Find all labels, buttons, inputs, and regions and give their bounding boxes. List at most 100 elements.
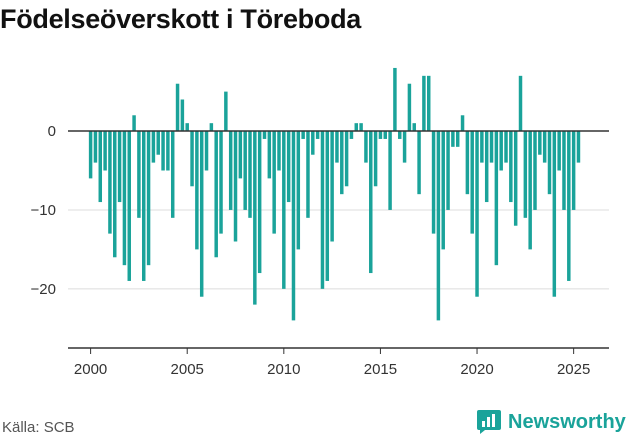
- bar: [393, 67, 397, 132]
- y-tick-label: −20: [31, 281, 56, 298]
- bar: [146, 131, 151, 266]
- y-axis-ticks: 0 −10 −20: [31, 123, 56, 298]
- bar: [489, 131, 494, 163]
- bar: [219, 131, 223, 234]
- bar: [103, 131, 107, 171]
- bar: [557, 131, 561, 171]
- bar: [484, 131, 489, 203]
- bar: [552, 131, 557, 297]
- x-axis: 2000 2005 2010 2015 2020 2025: [68, 347, 609, 378]
- bar: [538, 131, 542, 155]
- newsworthy-icon: [477, 410, 501, 434]
- bar: [306, 131, 310, 218]
- bar: [455, 131, 460, 147]
- page-title: Födelseöverskott i Töreboda: [0, 4, 361, 34]
- bar: [253, 131, 257, 305]
- bar: [175, 83, 180, 132]
- x-tick-label: 2015: [364, 361, 397, 378]
- bar: [122, 131, 127, 266]
- bar: [335, 131, 339, 163]
- bar: [340, 131, 344, 195]
- bar: [262, 131, 267, 139]
- bar: [542, 131, 547, 163]
- bar: [388, 131, 392, 210]
- bar: [315, 131, 320, 139]
- bar: [465, 131, 470, 195]
- bar: [228, 131, 233, 210]
- x-tick-label: 2005: [171, 361, 204, 378]
- x-tick-label: 2000: [74, 361, 107, 378]
- bar: [426, 75, 431, 132]
- bar: [301, 131, 305, 139]
- bar: [412, 123, 416, 132]
- bar: [185, 123, 189, 132]
- bar: [567, 131, 571, 281]
- bar: [480, 131, 484, 163]
- bar: [132, 115, 136, 132]
- bar: [422, 75, 426, 132]
- bar: [494, 131, 499, 266]
- bar: [533, 131, 537, 210]
- y-tick-label: 0: [48, 123, 56, 140]
- bar: [470, 131, 474, 234]
- bar: [562, 131, 566, 210]
- bar: [311, 131, 315, 155]
- bar: [142, 131, 146, 281]
- bar: [151, 131, 156, 163]
- bar: [320, 131, 325, 289]
- bar: [195, 131, 199, 250]
- bar: [233, 131, 238, 242]
- bar: [460, 115, 465, 132]
- bar: [330, 131, 334, 242]
- bar: [475, 131, 479, 297]
- bar: [513, 131, 518, 226]
- bar: [214, 131, 218, 258]
- bar: [547, 131, 552, 195]
- bar: [441, 131, 445, 250]
- bar: [451, 131, 455, 147]
- bar: [224, 91, 228, 132]
- bar: [291, 131, 296, 321]
- bar: [571, 131, 576, 210]
- bar: [354, 123, 359, 132]
- bar: [113, 131, 117, 258]
- bar: [267, 131, 272, 179]
- bar: [504, 131, 508, 163]
- x-tick-label: 2025: [557, 361, 590, 378]
- bar: [93, 131, 98, 163]
- bar: [166, 131, 170, 171]
- bar: [117, 131, 122, 203]
- bar: [528, 131, 532, 250]
- x-tick-label: 2020: [460, 361, 493, 378]
- bar: [170, 131, 175, 218]
- bar: [286, 131, 291, 203]
- bar: [576, 131, 581, 163]
- gridlines: [68, 209, 609, 290]
- bar: [325, 131, 330, 281]
- bar: [509, 131, 513, 203]
- bar: [161, 131, 165, 171]
- bar: [277, 131, 281, 171]
- bar: [349, 131, 354, 139]
- bar: [523, 131, 528, 218]
- bar: [248, 131, 252, 218]
- bar: [137, 131, 141, 218]
- bar: [417, 131, 421, 195]
- bar: [436, 131, 441, 321]
- bar: [156, 131, 160, 155]
- bar: [108, 131, 112, 234]
- bar: [373, 131, 378, 187]
- bar: [431, 131, 436, 234]
- bars: [88, 67, 581, 321]
- bar: [383, 131, 387, 139]
- bar: [190, 131, 194, 187]
- bar: [518, 75, 523, 132]
- bar: [257, 131, 262, 274]
- bar: [369, 131, 373, 274]
- bar: [344, 131, 349, 187]
- bar: [238, 131, 243, 179]
- bar: [364, 131, 368, 163]
- bar: [359, 123, 363, 132]
- brand-name: Newsworthy: [508, 410, 626, 433]
